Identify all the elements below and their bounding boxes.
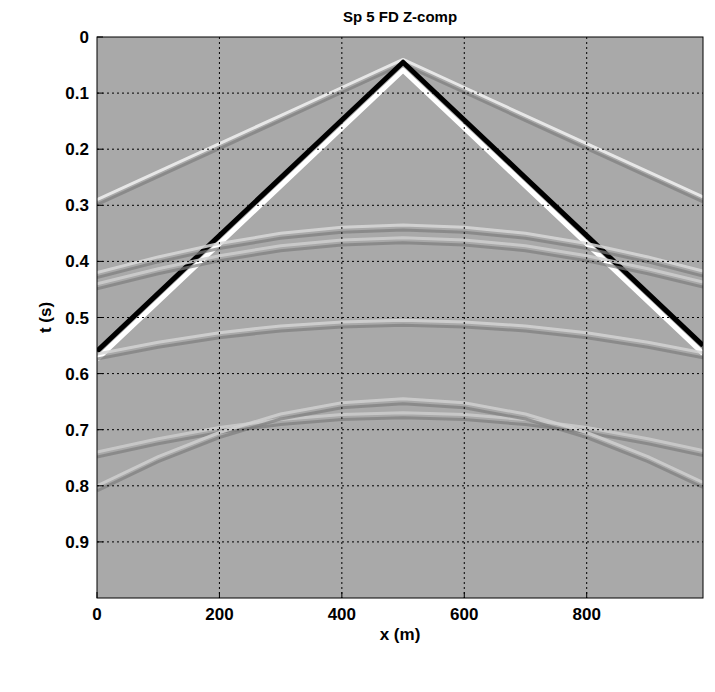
tick-label-x: 400 xyxy=(328,605,356,624)
tick-label-x: 200 xyxy=(205,605,233,624)
tick-label-y: 0.3 xyxy=(65,196,89,215)
tick-y xyxy=(97,205,103,206)
tick-y xyxy=(97,485,103,486)
tick-y xyxy=(97,261,103,262)
grid-line-y xyxy=(97,541,703,542)
tick-label-y: 0.7 xyxy=(65,421,89,440)
event xyxy=(97,320,703,354)
tick-y xyxy=(97,317,103,318)
events xyxy=(97,59,703,490)
grid-line-y xyxy=(97,261,703,262)
tick-x xyxy=(586,592,587,598)
tick-x xyxy=(219,592,220,598)
event-lobe xyxy=(97,64,703,204)
event-lobe xyxy=(97,243,703,289)
event xyxy=(97,62,703,351)
tick-x xyxy=(97,592,98,598)
y-axis-title: t (s) xyxy=(36,302,55,333)
tick-label-y: 0.6 xyxy=(65,365,89,384)
grid-line-y xyxy=(97,373,703,374)
event-lobe xyxy=(97,70,703,359)
tick-x xyxy=(341,592,342,598)
grid-line-y xyxy=(97,93,703,94)
tick-label-y: 0.5 xyxy=(65,309,89,328)
tick-label-y: 0.8 xyxy=(65,477,89,496)
tick-label-y: 0.9 xyxy=(65,533,89,552)
event xyxy=(97,59,703,199)
event xyxy=(97,238,703,284)
grid-line-x xyxy=(219,37,220,598)
tick-y xyxy=(97,541,103,542)
tick-y xyxy=(97,93,103,94)
tick-x xyxy=(464,592,465,598)
chart: 0 200 400 600 800 0 0.1 0.2 0.3 0.4 0.5 0.6 0.7 0.8 0.… xyxy=(0,0,715,692)
tick-y xyxy=(97,373,103,374)
grid-line-y xyxy=(97,429,703,430)
grid-line-y xyxy=(97,149,703,150)
plot-frame xyxy=(97,37,703,598)
tick-label-x: 800 xyxy=(573,605,601,624)
event-lobe xyxy=(97,325,703,359)
tick-y xyxy=(97,149,103,150)
event-lobe xyxy=(97,404,703,491)
plot-background xyxy=(97,37,703,598)
tick-y xyxy=(97,37,103,38)
grid-line-y xyxy=(97,317,703,318)
tick-label-y: 0.1 xyxy=(65,84,89,103)
tick-label-x: 600 xyxy=(450,605,478,624)
title: Sp 5 FD Z-comp xyxy=(343,8,457,25)
tick-label-y: 0.4 xyxy=(65,252,89,271)
x-axis-title: x (m) xyxy=(380,625,421,644)
grid-line-y xyxy=(97,205,703,206)
tick-label-y: 0 xyxy=(80,28,89,47)
tick-label-x: 0 xyxy=(92,605,101,624)
tick-label-y: 0.2 xyxy=(65,140,89,159)
grid-line-y xyxy=(97,485,703,486)
tick-y xyxy=(97,429,103,430)
event xyxy=(97,399,703,486)
